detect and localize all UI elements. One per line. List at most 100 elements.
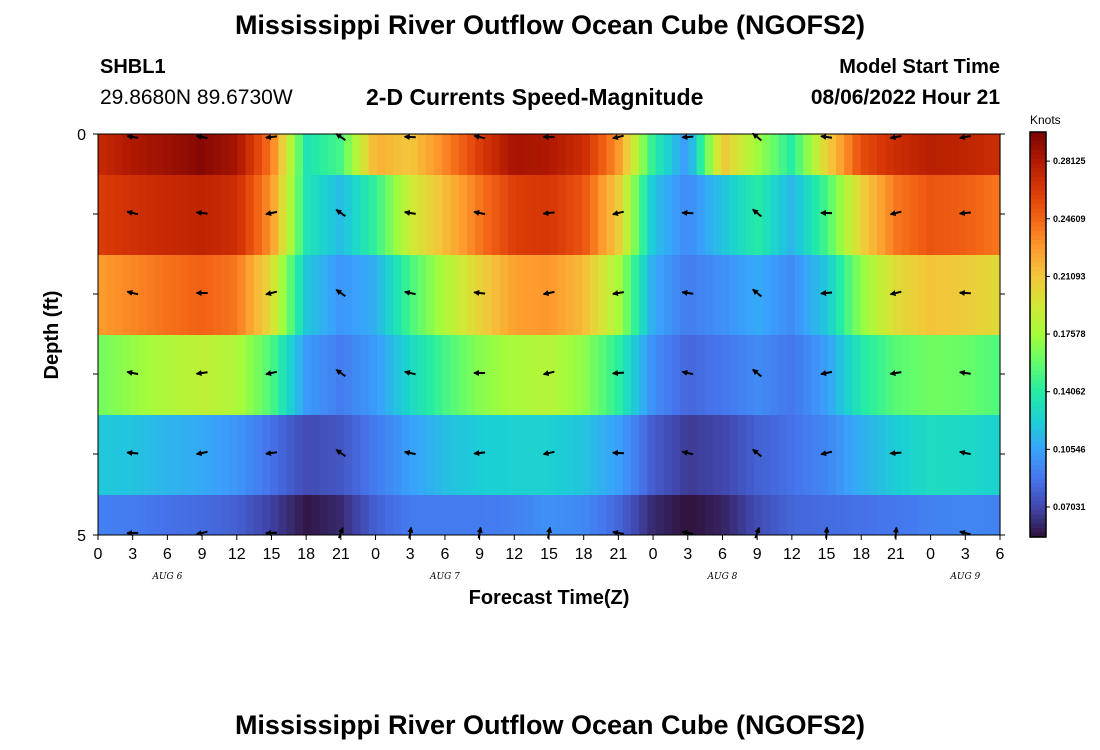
colorbar-segment (1030, 316, 1046, 322)
heatmap-cell (180, 335, 189, 415)
heatmap-cell (655, 415, 665, 495)
x-tick-label: 6 (718, 546, 727, 563)
current-vector-arrow (612, 210, 624, 217)
heatmap-cell (360, 134, 370, 175)
heatmap-cell (696, 495, 706, 535)
heatmap-cell (139, 495, 148, 535)
heatmap-cell (590, 175, 599, 255)
heatmap-cell (98, 255, 107, 335)
heatmap-cell (450, 335, 460, 415)
heatmap-cell (745, 134, 755, 175)
heatmap-cell (450, 415, 460, 495)
heatmap-cell (532, 255, 542, 335)
heatmap-cell (253, 335, 263, 415)
heatmap-cell (688, 175, 698, 255)
heatmap-cell (959, 415, 968, 495)
heatmap-cell (499, 335, 509, 415)
heatmap-cell (926, 495, 935, 535)
heatmap-cell (212, 495, 222, 535)
heatmap-cell (786, 495, 796, 535)
heatmap-cell (959, 255, 968, 335)
heatmap-cell (598, 255, 607, 335)
heatmap-cell (729, 415, 739, 495)
heatmap-cell (803, 415, 812, 495)
heatmap-cell (778, 175, 788, 255)
colorbar-segment (1030, 204, 1046, 210)
heatmap-cell (532, 134, 542, 175)
heatmap-cell (942, 495, 952, 535)
heatmap-cell (344, 175, 353, 255)
heatmap-cell (491, 134, 501, 175)
heatmap-cell (434, 134, 443, 175)
heatmap-cell (262, 134, 271, 175)
colorbar-segment (1030, 528, 1046, 534)
heatmap-cell (811, 134, 821, 175)
colorbar-tick-label: 0.10546 (1053, 444, 1086, 454)
heatmap-cell (122, 495, 132, 535)
heatmap-cell (959, 134, 968, 175)
heatmap-cell (549, 495, 558, 535)
colorbar-segment (1030, 451, 1046, 457)
heatmap-cell (868, 134, 878, 175)
heatmap-cell (622, 335, 632, 415)
heatmap-cell (442, 175, 452, 255)
heatmap-cell (721, 134, 730, 175)
colorbar-segment (1030, 231, 1046, 237)
heatmap-cell (893, 415, 903, 495)
heatmap-cell (516, 415, 525, 495)
current-vector-arrow (265, 450, 278, 457)
colorbar-segment (1030, 496, 1046, 502)
heatmap-cell (991, 255, 1001, 335)
current-vector-arrow (473, 289, 486, 296)
colorbar-segment (1030, 415, 1046, 421)
heatmap-cell (229, 495, 238, 535)
current-vector-arrow (958, 369, 971, 376)
heatmap-cell (557, 495, 566, 535)
heatmap-cell (934, 415, 944, 495)
colorbar-tick-label: 0.07031 (1053, 502, 1086, 512)
heatmap-cell (836, 335, 845, 415)
heatmap-cell (237, 495, 247, 535)
heatmap-cell (680, 175, 689, 255)
heatmap-cell (499, 134, 509, 175)
heatmap-cell (680, 415, 689, 495)
heatmap-cell (565, 495, 575, 535)
colorbar-tick-label: 0.14062 (1053, 387, 1086, 397)
heatmap-cell (868, 255, 878, 335)
heatmap-cell (163, 415, 173, 495)
heatmap-cell (737, 134, 747, 175)
heatmap-cell (368, 335, 378, 415)
heatmap-cell (639, 255, 648, 335)
heatmap-cell (458, 495, 468, 535)
current-vector-arrow (335, 208, 346, 218)
heatmap-cell (844, 255, 853, 335)
heatmap-cell (967, 255, 976, 335)
heatmap-cell (426, 495, 435, 535)
colorbar-segment (1030, 208, 1046, 214)
heatmap-cell (852, 335, 862, 415)
heatmap-cell (204, 175, 214, 255)
heatmap-cell (376, 495, 386, 535)
colorbar-segment (1030, 325, 1046, 331)
heatmap-cell (393, 175, 402, 255)
heatmap-cell (311, 415, 320, 495)
current-vector-arrow (473, 450, 486, 457)
heatmap-cell (893, 134, 903, 175)
heatmap-cell (475, 175, 484, 255)
heatmap-cell (352, 134, 361, 175)
y-tick-label: 5 (77, 528, 86, 545)
heatmap-cell (983, 415, 993, 495)
heatmap-cell (590, 134, 599, 175)
current-vector-arrow (546, 526, 553, 539)
current-vector-arrow (473, 133, 486, 140)
heatmap-cell (180, 415, 189, 495)
heatmap-cell (795, 255, 804, 335)
heatmap-cell (393, 415, 402, 495)
heatmap-cell (508, 175, 517, 255)
heatmap-cell (827, 495, 837, 535)
heatmap-cell (188, 495, 197, 535)
heatmap-cell (745, 335, 755, 415)
heatmap-cell (360, 175, 370, 255)
heatmap-cell (655, 495, 665, 535)
current-vector-arrow (958, 134, 971, 141)
